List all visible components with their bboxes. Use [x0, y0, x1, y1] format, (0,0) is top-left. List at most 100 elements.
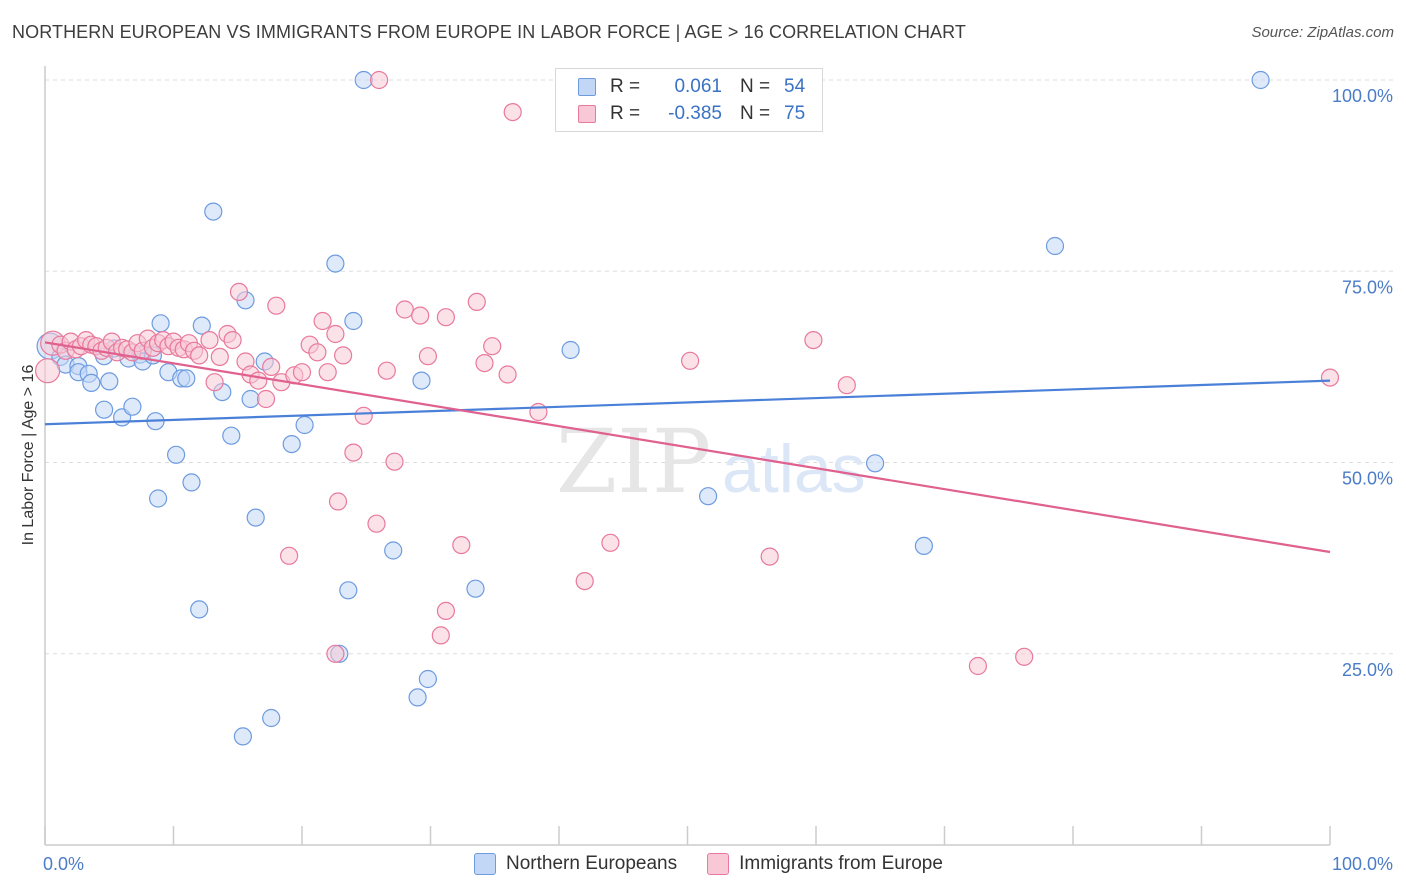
point-northern-european: [246, 508, 265, 527]
y-tick-label: 100.0%: [1332, 86, 1393, 106]
legend-n-value: 75: [784, 103, 806, 124]
point-northern-european: [412, 371, 431, 390]
y-tick-label: 25.0%: [1342, 660, 1393, 680]
point-northern-european: [177, 369, 196, 388]
point-northern-european: [914, 536, 934, 556]
legend-row-immigrants: R = -0.385 N = 75: [578, 102, 805, 126]
point-immigrant-europe: [344, 443, 363, 462]
point-immigrant-europe: [1320, 368, 1340, 387]
point-immigrant-europe: [475, 354, 494, 373]
trend-line-northern: [44, 379, 1331, 426]
point-northern-european: [241, 389, 260, 409]
point-immigrant-europe: [436, 601, 455, 621]
trend-lines: [44, 341, 1331, 554]
point-immigrant-europe: [313, 311, 332, 331]
point-northern-european: [698, 487, 718, 506]
point-immigrant-europe: [377, 361, 396, 380]
point-immigrant-europe: [318, 363, 337, 382]
data-points: [34, 70, 1340, 746]
point-immigrant-europe: [760, 547, 779, 566]
point-northern-european: [192, 316, 211, 335]
point-northern-european: [354, 70, 373, 90]
point-immigrant-europe: [223, 331, 242, 350]
legend-swatch-northern: [578, 78, 596, 96]
point-northern-european: [151, 314, 170, 333]
point-northern-european: [326, 254, 345, 273]
point-immigrant-europe: [467, 292, 486, 311]
point-immigrant-europe: [367, 514, 386, 533]
point-immigrant-europe: [249, 371, 268, 390]
point-northern-european: [94, 400, 114, 419]
y-tick-label: 50.0%: [1342, 469, 1393, 489]
point-immigrant-europe: [385, 452, 404, 471]
point-immigrant-europe: [529, 402, 548, 422]
series-legend: Northern Europeans Immigrants from Europ…: [474, 852, 943, 876]
point-immigrant-europe: [452, 535, 471, 555]
point-immigrant-europe: [256, 389, 276, 409]
point-northern-european: [82, 373, 101, 392]
series-label-northern: Northern Europeans: [506, 853, 678, 874]
point-immigrant-europe: [308, 343, 327, 362]
point-immigrant-europe: [503, 102, 522, 122]
point-northern-european: [262, 708, 281, 728]
watermark-atlas: atlas: [722, 431, 866, 507]
legend-r-label: R =: [610, 76, 641, 97]
point-immigrant-europe: [498, 365, 517, 384]
point-northern-european: [1251, 70, 1270, 90]
point-immigrant-europe: [411, 306, 430, 325]
trend-line-immigrants: [44, 341, 1331, 554]
point-immigrant-europe: [436, 308, 455, 327]
point-northern-european: [466, 579, 485, 598]
point-northern-european: [344, 311, 363, 331]
point-northern-european: [295, 415, 314, 435]
axes: [44, 66, 1331, 846]
point-immigrant-europe: [292, 363, 312, 382]
y-tick-label: 75.0%: [1342, 277, 1393, 297]
point-northern-european: [1045, 236, 1065, 256]
point-immigrant-europe: [34, 358, 61, 384]
point-immigrant-europe: [229, 282, 249, 301]
point-northern-european: [123, 397, 142, 416]
point-immigrant-europe: [326, 644, 345, 663]
point-northern-european: [167, 445, 186, 464]
point-immigrant-europe: [267, 296, 286, 315]
point-northern-european: [100, 372, 119, 391]
point-northern-european: [418, 669, 437, 689]
point-immigrant-europe: [280, 546, 299, 565]
point-immigrant-europe: [334, 346, 353, 365]
point-northern-european: [182, 473, 201, 492]
point-northern-european: [339, 581, 358, 600]
point-immigrant-europe: [395, 300, 414, 319]
legend-r-value: -0.385: [668, 103, 722, 124]
point-immigrant-europe: [328, 492, 348, 511]
series-label-immigrants: Immigrants from Europe: [739, 853, 943, 874]
point-northern-european: [865, 454, 885, 473]
legend-n-label: N =: [740, 76, 771, 97]
grid-lines: [45, 79, 1393, 655]
point-northern-european: [561, 340, 580, 360]
point-immigrant-europe: [968, 656, 988, 676]
point-northern-european: [204, 202, 223, 221]
point-northern-european: [222, 426, 241, 445]
point-immigrant-europe: [190, 346, 209, 365]
source-label: Source: ZipAtlas.com: [1251, 24, 1394, 41]
series-swatch-northern: [474, 853, 496, 875]
point-immigrant-europe: [354, 406, 373, 425]
watermark-zip: ZIP: [556, 410, 711, 513]
point-immigrant-europe: [326, 324, 345, 344]
x-tick-label: 100.0%: [1332, 854, 1393, 874]
chart-title: NORTHERN EUROPEAN VS IMMIGRANTS FROM EUR…: [12, 22, 967, 42]
point-immigrant-europe: [804, 331, 823, 350]
legend-r-label: R =: [610, 103, 641, 124]
point-northern-european: [282, 435, 301, 454]
point-immigrant-europe: [837, 376, 856, 395]
point-immigrant-europe: [1015, 647, 1034, 666]
point-immigrant-europe: [483, 337, 502, 356]
point-immigrant-europe: [262, 357, 281, 376]
point-northern-european: [190, 600, 209, 619]
point-immigrant-europe: [680, 351, 700, 370]
point-immigrant-europe: [210, 347, 229, 366]
legend-r-value: 0.061: [674, 76, 722, 97]
point-northern-european: [149, 489, 168, 508]
